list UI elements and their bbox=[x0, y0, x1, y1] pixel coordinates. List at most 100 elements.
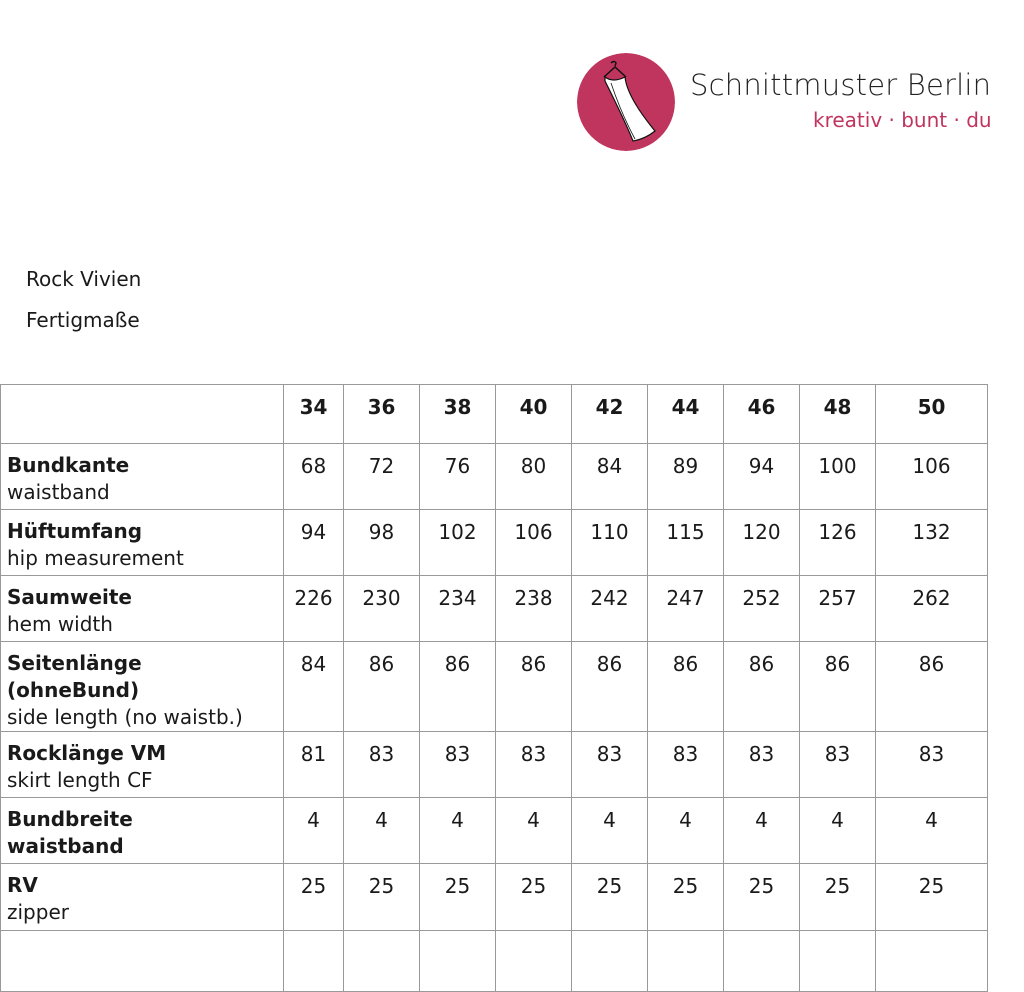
row-label-cell: Bundbreite waistband bbox=[0, 797, 284, 864]
value-cell: 80 bbox=[495, 443, 572, 510]
row-label-cell: RV zipper bbox=[0, 863, 284, 931]
value-cell: 25 bbox=[571, 863, 648, 931]
corner-cell bbox=[0, 384, 284, 444]
table-row: Rocklänge VM skirt length CF 81 83 83 83 83 83 8… bbox=[0, 731, 988, 798]
value-cell: 234 bbox=[419, 575, 496, 642]
row-label: Hüftumfang bbox=[7, 519, 143, 543]
table-row: Seitenlänge (ohneBund) side length (no wa… bbox=[0, 641, 988, 732]
value-cell: 76 bbox=[419, 443, 496, 510]
value-cell: 230 bbox=[343, 575, 420, 642]
row-sublabel: hip measurement bbox=[7, 546, 184, 570]
value-cell: 25 bbox=[419, 863, 496, 931]
empty-cell bbox=[875, 930, 988, 992]
empty-cell bbox=[343, 930, 420, 992]
row-sublabel: hem width bbox=[7, 612, 113, 636]
value-cell: 25 bbox=[283, 863, 344, 931]
value-cell: 106 bbox=[875, 443, 988, 510]
empty-cell bbox=[283, 930, 344, 992]
value-cell: 25 bbox=[723, 863, 800, 931]
value-cell: 120 bbox=[723, 509, 800, 576]
value-cell: 4 bbox=[647, 797, 724, 864]
value-cell: 68 bbox=[283, 443, 344, 510]
value-cell: 89 bbox=[647, 443, 724, 510]
value-cell: 86 bbox=[647, 641, 724, 732]
row-sublabel: skirt length CF bbox=[7, 768, 153, 792]
value-cell: 83 bbox=[647, 731, 724, 798]
row-label: RV bbox=[7, 873, 38, 897]
value-cell: 94 bbox=[723, 443, 800, 510]
value-cell: 83 bbox=[343, 731, 420, 798]
logo-dress-icon bbox=[577, 53, 675, 151]
value-cell: 86 bbox=[799, 641, 876, 732]
value-cell: 81 bbox=[283, 731, 344, 798]
size-header: 36 bbox=[343, 384, 420, 444]
row-label-cell: Saumweite hem width bbox=[0, 575, 284, 642]
value-cell: 110 bbox=[571, 509, 648, 576]
value-cell: 4 bbox=[419, 797, 496, 864]
row-label: Bundkante bbox=[7, 453, 130, 477]
row-sublabel: waistband bbox=[7, 834, 124, 858]
row-label: Seitenlänge (ohneBund) bbox=[7, 651, 142, 702]
empty-row bbox=[0, 930, 988, 992]
size-header: 50 bbox=[875, 384, 988, 444]
value-cell: 25 bbox=[647, 863, 724, 931]
empty-cell bbox=[647, 930, 724, 992]
value-cell: 247 bbox=[647, 575, 724, 642]
brand-tagline: kreativ · bunt · du bbox=[813, 108, 992, 132]
table-row: Bundkante waistband 68 72 76 80 84 89 94 100 106 bbox=[0, 443, 988, 510]
value-cell: 84 bbox=[283, 641, 344, 732]
header-row: 34 36 38 40 42 44 46 48 50 bbox=[0, 384, 988, 444]
size-header: 48 bbox=[799, 384, 876, 444]
measurement-table: 34 36 38 40 42 44 46 48 50 Bundkante waistband 68 72… bbox=[0, 384, 988, 992]
size-header: 44 bbox=[647, 384, 724, 444]
row-sublabel: zipper bbox=[7, 900, 69, 924]
value-cell: 252 bbox=[723, 575, 800, 642]
table-row: RV zipper 25 25 25 25 25 25 25 25 25 bbox=[0, 863, 988, 931]
empty-cell bbox=[723, 930, 800, 992]
document-subtitle: Fertigmaße bbox=[26, 308, 140, 332]
value-cell: 4 bbox=[571, 797, 648, 864]
empty-cell bbox=[0, 930, 284, 992]
value-cell: 102 bbox=[419, 509, 496, 576]
value-cell: 86 bbox=[571, 641, 648, 732]
value-cell: 132 bbox=[875, 509, 988, 576]
row-sublabel: waistband bbox=[7, 480, 110, 504]
value-cell: 106 bbox=[495, 509, 572, 576]
empty-cell bbox=[799, 930, 876, 992]
size-header: 46 bbox=[723, 384, 800, 444]
value-cell: 4 bbox=[723, 797, 800, 864]
value-cell: 25 bbox=[799, 863, 876, 931]
value-cell: 262 bbox=[875, 575, 988, 642]
value-cell: 4 bbox=[799, 797, 876, 864]
value-cell: 4 bbox=[283, 797, 344, 864]
value-cell: 25 bbox=[495, 863, 572, 931]
value-cell: 86 bbox=[723, 641, 800, 732]
value-cell: 83 bbox=[799, 731, 876, 798]
empty-cell bbox=[495, 930, 572, 992]
value-cell: 86 bbox=[419, 641, 496, 732]
value-cell: 100 bbox=[799, 443, 876, 510]
row-sublabel: side length (no waistb.) bbox=[7, 705, 243, 729]
value-cell: 4 bbox=[343, 797, 420, 864]
row-label-cell: Rocklänge VM skirt length CF bbox=[0, 731, 284, 798]
value-cell: 115 bbox=[647, 509, 724, 576]
value-cell: 86 bbox=[875, 641, 988, 732]
value-cell: 83 bbox=[875, 731, 988, 798]
brand-name: Schnittmuster Berlin bbox=[690, 68, 992, 102]
value-cell: 84 bbox=[571, 443, 648, 510]
value-cell: 242 bbox=[571, 575, 648, 642]
empty-cell bbox=[419, 930, 496, 992]
value-cell: 257 bbox=[799, 575, 876, 642]
value-cell: 86 bbox=[495, 641, 572, 732]
table-row: Saumweite hem width 226 230 234 238 242 247 252 2… bbox=[0, 575, 988, 642]
row-label-cell: Hüftumfang hip measurement bbox=[0, 509, 284, 576]
row-label: Saumweite bbox=[7, 585, 132, 609]
value-cell: 4 bbox=[495, 797, 572, 864]
value-cell: 4 bbox=[875, 797, 988, 864]
row-label-cell: Bundkante waistband bbox=[0, 443, 284, 510]
value-cell: 83 bbox=[419, 731, 496, 798]
size-header: 42 bbox=[571, 384, 648, 444]
document-title: Rock Vivien bbox=[26, 267, 142, 291]
size-header: 34 bbox=[283, 384, 344, 444]
value-cell: 86 bbox=[343, 641, 420, 732]
